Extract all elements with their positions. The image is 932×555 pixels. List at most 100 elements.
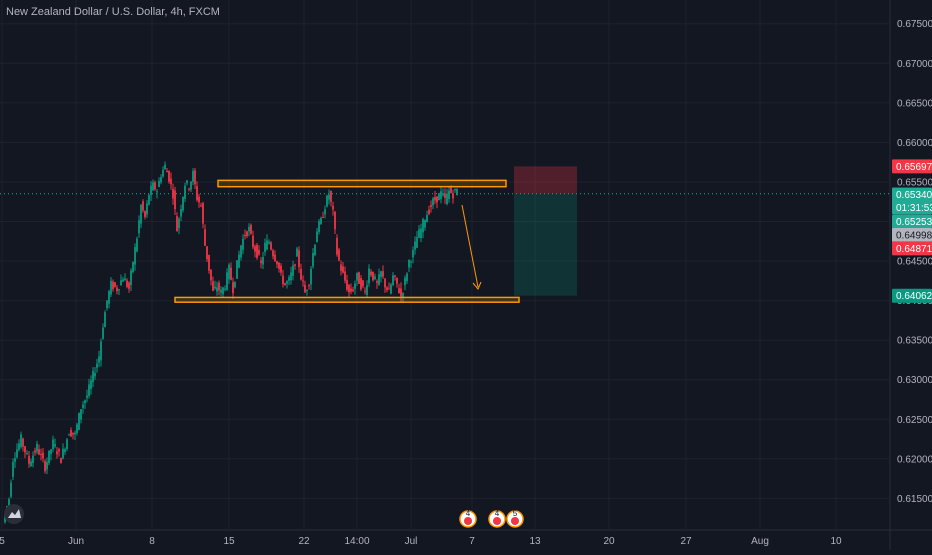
price-tag xyxy=(892,227,932,242)
candle-body xyxy=(224,288,226,290)
candle-body xyxy=(394,275,396,277)
candle-body xyxy=(254,246,256,252)
candle-body xyxy=(314,244,316,256)
candle-body xyxy=(202,203,204,224)
price-tag-label: 0.64062 xyxy=(896,291,932,302)
candle-body xyxy=(76,424,78,434)
candle-body xyxy=(428,209,430,214)
event-badge-count: 4 xyxy=(466,509,471,518)
candle-body xyxy=(360,278,362,290)
candle-body xyxy=(312,252,314,267)
candle-body xyxy=(100,341,102,361)
candle-body xyxy=(58,449,60,452)
candle-body xyxy=(278,262,280,269)
logo-icon[interactable] xyxy=(4,504,24,524)
take-profit-zone[interactable] xyxy=(514,193,577,296)
price-tag xyxy=(892,187,932,202)
candle-body xyxy=(422,219,424,233)
candle-body xyxy=(72,432,74,435)
time-tick-label: 10 xyxy=(830,536,842,547)
candle-body xyxy=(336,237,338,255)
candle-body xyxy=(268,241,270,244)
event-badges[interactable]: 4 4 5 xyxy=(459,509,524,528)
position-zone[interactable] xyxy=(514,166,577,296)
candle-body xyxy=(130,270,132,286)
candle-body xyxy=(212,281,214,291)
support-rectangle[interactable] xyxy=(174,296,520,303)
price-tick-label: 0.63500 xyxy=(897,336,932,347)
event-badge[interactable]: 4 xyxy=(459,509,477,528)
event-badge[interactable]: 4 xyxy=(488,509,506,528)
candle-body xyxy=(452,193,454,199)
candle-body xyxy=(82,404,84,408)
stop-loss-zone[interactable] xyxy=(514,166,577,194)
price-tag-label: 0.65253 xyxy=(896,217,932,228)
event-badge[interactable]: 5 xyxy=(506,509,524,528)
candle-body xyxy=(420,228,422,239)
candle-body xyxy=(286,281,288,284)
candle-body xyxy=(318,221,320,232)
candle-body xyxy=(440,191,442,199)
projection-arrow-line[interactable] xyxy=(461,204,479,288)
candle-body xyxy=(430,205,432,207)
candle-body xyxy=(198,196,200,203)
arrow-head-icon xyxy=(472,281,482,290)
price-tag xyxy=(892,288,932,303)
candle-body xyxy=(162,169,164,177)
time-axis[interactable]: 5 Jun 8 15 22 14:00 Jul 7 13 20 27 Aug 10 xyxy=(0,536,842,547)
candle-body xyxy=(324,209,326,215)
price-tick-label: 0.67500 xyxy=(897,19,932,30)
candle-body xyxy=(108,291,110,304)
candle-body xyxy=(86,395,88,398)
candle-body xyxy=(396,277,398,284)
candle-body xyxy=(244,235,246,237)
candle-body xyxy=(304,285,306,293)
candle-body xyxy=(168,170,170,182)
candle-body xyxy=(178,218,180,229)
candle-body xyxy=(18,443,20,450)
candle-body xyxy=(330,190,332,202)
candle-body xyxy=(424,220,426,228)
candle-body xyxy=(142,201,144,211)
price-tick-label: 0.66500 xyxy=(897,98,932,109)
time-tick-label: 5 xyxy=(0,536,5,547)
resistance-rectangle[interactable] xyxy=(217,179,507,188)
candle-body xyxy=(346,280,348,290)
candle-body xyxy=(378,274,380,285)
candle-body xyxy=(176,216,178,232)
candle-body xyxy=(230,267,232,280)
candle-body xyxy=(112,281,114,290)
candle-body xyxy=(136,238,138,252)
candle-body xyxy=(84,400,86,404)
candle-body xyxy=(348,284,350,293)
candle-body xyxy=(166,170,168,173)
time-tick-label: Jul xyxy=(405,536,418,547)
candle-body xyxy=(40,454,42,456)
candle-body xyxy=(74,432,76,435)
drawings[interactable] xyxy=(174,179,520,303)
price-tag-label: 0.64871 xyxy=(896,244,932,255)
price-tag-label: 01:31:53 xyxy=(896,203,932,214)
candle-body xyxy=(36,443,38,452)
candle-body xyxy=(332,205,334,210)
candle-body xyxy=(258,250,260,255)
candle-body xyxy=(30,461,32,467)
candle-body xyxy=(164,164,166,170)
candle-body xyxy=(226,272,228,290)
candle-body xyxy=(134,247,136,265)
candle-body xyxy=(284,283,286,285)
candle-body xyxy=(400,288,402,297)
candle-body xyxy=(354,283,356,289)
time-tick-label: 27 xyxy=(680,536,692,547)
time-tick-label: 22 xyxy=(298,536,310,547)
candle-body xyxy=(266,240,268,250)
price-tick-label: 0.64500 xyxy=(897,257,932,268)
candle-body xyxy=(52,439,54,450)
candle-body xyxy=(292,265,294,276)
candle-body xyxy=(282,275,284,285)
candle-body xyxy=(434,197,436,201)
candle-body xyxy=(154,182,156,190)
candle-body xyxy=(352,289,354,292)
